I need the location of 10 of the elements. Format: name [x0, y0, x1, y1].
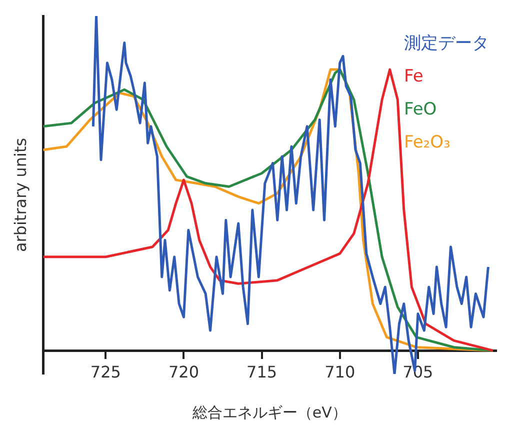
x-tick-label: 715 — [246, 362, 278, 382]
text: 測定データ — [404, 33, 489, 54]
y-axis-title: arbitrary units — [10, 138, 30, 252]
x-tick-label: 725 — [90, 362, 121, 382]
text: FeO — [404, 99, 437, 120]
series-label: Fe — [404, 66, 424, 86]
text: Fe₂O₃ — [404, 132, 450, 152]
x-tick-label: 720 — [168, 362, 199, 382]
x-tick-label: 710 — [324, 362, 356, 382]
x-axis-title: 総合エネルギー（eV） — [191, 404, 347, 422]
